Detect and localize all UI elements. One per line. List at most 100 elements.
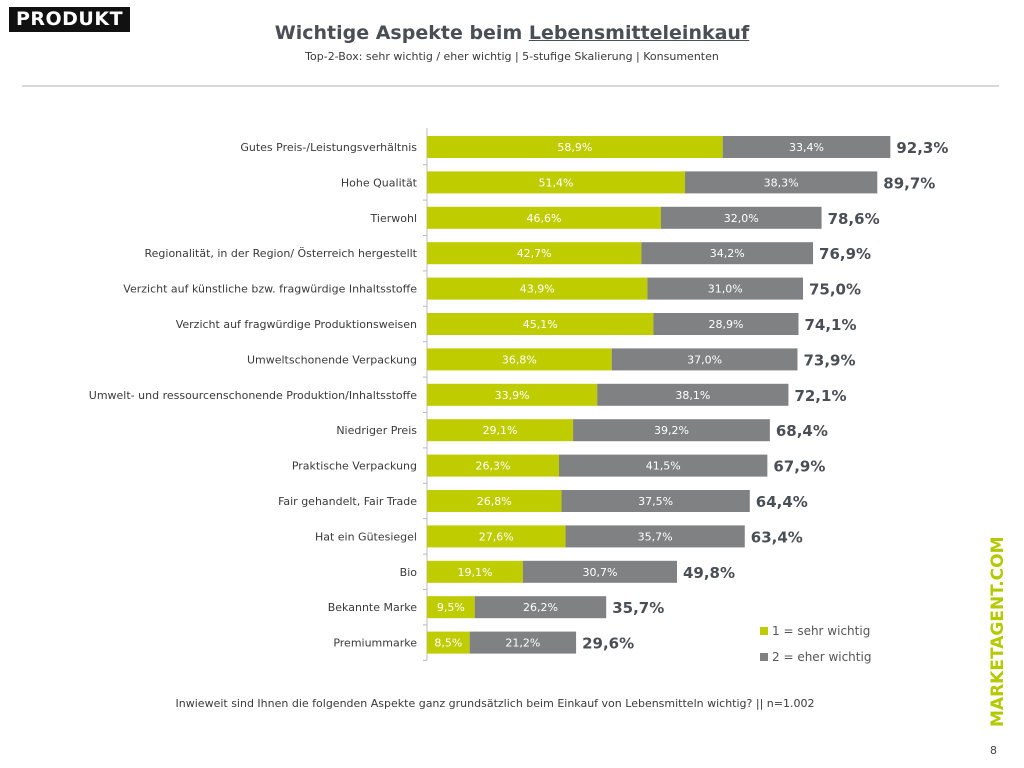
- data-label-sehr: 9,5%: [437, 601, 465, 614]
- bar-sehr-wichtig: [427, 171, 686, 194]
- data-label-sehr: 42,7%: [517, 247, 552, 260]
- total-label: 35,7%: [612, 599, 664, 617]
- bar-eher-wichtig: [685, 171, 878, 194]
- total-label: 49,8%: [683, 564, 735, 582]
- data-label-eher: 26,2%: [523, 601, 558, 614]
- category-label: Verzicht auf fragwürdige Produktionsweis…: [176, 318, 417, 331]
- category-label: Gutes Preis-/Leistungsverhältnis: [240, 141, 417, 154]
- total-label: 75,0%: [809, 281, 861, 299]
- data-label-eher: 38,1%: [675, 389, 710, 402]
- bar-sehr-wichtig: [427, 383, 598, 406]
- bar-sehr-wichtig: [427, 631, 470, 654]
- total-label: 72,1%: [794, 387, 846, 405]
- bar-eher-wichtig: [722, 136, 891, 158]
- bar-eher-wichtig: [559, 454, 768, 477]
- category-label: Praktische Verpackung: [292, 460, 417, 473]
- legend-label: 1 = sehr wichtig: [772, 624, 871, 638]
- bar-eher-wichtig: [597, 383, 789, 406]
- legend-item-eher: 2 = eher wichtig: [760, 644, 871, 670]
- page-number: 8: [990, 744, 997, 757]
- category-label: Hohe Qualität: [341, 176, 418, 189]
- data-label-sehr: 26,3%: [476, 460, 511, 473]
- total-label: 63,4%: [751, 528, 803, 546]
- data-label-eher: 39,2%: [654, 424, 689, 437]
- category-label: Hat ein Gütesiegel: [315, 530, 417, 543]
- data-label-sehr: 26,8%: [477, 495, 512, 508]
- bar-chart: Gutes Preis-/Leistungsverhältnis 58,9% 33,…: [89, 128, 948, 661]
- data-label-eher: 32,0%: [724, 212, 759, 225]
- category-label: Tierwohl: [370, 212, 417, 225]
- legend-swatch: [760, 627, 768, 635]
- category-label: Fair gehandelt, Fair Trade: [278, 495, 417, 508]
- bar-eher-wichtig: [573, 419, 770, 442]
- bar-sehr-wichtig: [427, 560, 523, 583]
- data-label-eher: 37,5%: [638, 495, 673, 508]
- data-label-sehr: 43,9%: [520, 283, 555, 296]
- total-label: 29,6%: [582, 635, 634, 653]
- data-label-eher: 31,0%: [708, 283, 743, 296]
- bar-eher-wichtig: [647, 277, 803, 300]
- bar-eher-wichtig: [469, 631, 577, 654]
- total-label: 67,9%: [773, 458, 825, 476]
- total-label: 89,7%: [883, 174, 935, 192]
- chart-subtitle: Top-2-Box: sehr wichtig / eher wichtig |…: [305, 50, 719, 63]
- category-label: Umwelt- und ressourcenschonende Produkti…: [89, 389, 417, 402]
- data-label-sehr: 58,9%: [557, 141, 592, 154]
- divider: [22, 85, 999, 87]
- total-label: 78,6%: [828, 210, 880, 228]
- data-label-sehr: 46,6%: [526, 212, 561, 225]
- category-label: Premiummarke: [333, 637, 417, 650]
- bar-sehr-wichtig: [427, 277, 648, 300]
- data-label-eher: 30,7%: [582, 566, 617, 579]
- category-label: Bekannte Marke: [328, 601, 417, 614]
- data-label-eher: 35,7%: [638, 530, 673, 543]
- total-label: 64,4%: [756, 493, 808, 511]
- category-label: Umweltschonende Verpackung: [247, 353, 417, 366]
- data-label-sehr: 19,1%: [457, 566, 492, 579]
- bar-sehr-wichtig: [427, 419, 574, 442]
- bar-eher-wichtig: [660, 206, 822, 229]
- data-label-eher: 21,2%: [505, 637, 540, 650]
- legend: 1 = sehr wichtig 2 = eher wichtig: [760, 618, 871, 670]
- data-label-sehr: 33,9%: [495, 389, 530, 402]
- title-underlined: Lebensmitteleinkauf: [528, 22, 750, 44]
- bar-sehr-wichtig: [427, 490, 562, 512]
- total-label: 76,9%: [819, 245, 871, 263]
- bar-eher-wichtig: [641, 242, 814, 265]
- data-label-sehr: 45,1%: [523, 318, 558, 331]
- category-label: Regionalität, in der Region/ Österreich …: [145, 247, 418, 260]
- title-text: Wichtige Aspekte beim: [274, 22, 529, 44]
- bar-eher-wichtig: [522, 560, 677, 583]
- data-label-eher: 37,0%: [687, 353, 722, 366]
- legend-swatch: [760, 653, 768, 661]
- data-label-eher: 28,9%: [708, 318, 743, 331]
- bar-sehr-wichtig: [427, 206, 661, 229]
- category-label: Niedriger Preis: [336, 424, 417, 437]
- bar-eher-wichtig: [611, 348, 798, 371]
- bar-eher-wichtig: [474, 596, 607, 619]
- data-label-eher: 41,5%: [646, 460, 681, 473]
- bar-sehr-wichtig: [427, 525, 566, 548]
- bar-sehr-wichtig: [427, 454, 560, 477]
- data-label-eher: 34,2%: [710, 247, 745, 260]
- question-footnote: Inwieweit sind Ihnen die folgenden Aspek…: [175, 697, 815, 710]
- bar-sehr-wichtig: [427, 348, 612, 371]
- total-label: 92,3%: [896, 139, 948, 157]
- data-label-eher: 33,4%: [789, 141, 824, 154]
- legend-label: 2 = eher wichtig: [772, 650, 872, 664]
- marketagent-logo: MARKETAGENT.COM: [988, 536, 1008, 728]
- data-label-sehr: 51,4%: [539, 176, 574, 189]
- data-label-sehr: 27,6%: [479, 530, 514, 543]
- data-label-sehr: 36,8%: [502, 353, 537, 366]
- bar-eher-wichtig: [565, 525, 745, 548]
- category-label: Bio: [400, 566, 418, 579]
- chart-title: Wichtige Aspekte beim Lebensmitteleinkau…: [0, 22, 1024, 44]
- bar-sehr-wichtig: [427, 242, 642, 265]
- legend-item-sehr: 1 = sehr wichtig: [760, 618, 871, 644]
- total-label: 74,1%: [804, 316, 856, 334]
- category-label: Verzicht auf künstliche bzw. fragwürdige…: [123, 283, 417, 296]
- bar-eher-wichtig: [653, 313, 799, 335]
- produkt-logo: PRODUKT: [9, 7, 130, 32]
- data-label-sehr: 8,5%: [434, 637, 462, 650]
- total-label: 73,9%: [803, 351, 855, 369]
